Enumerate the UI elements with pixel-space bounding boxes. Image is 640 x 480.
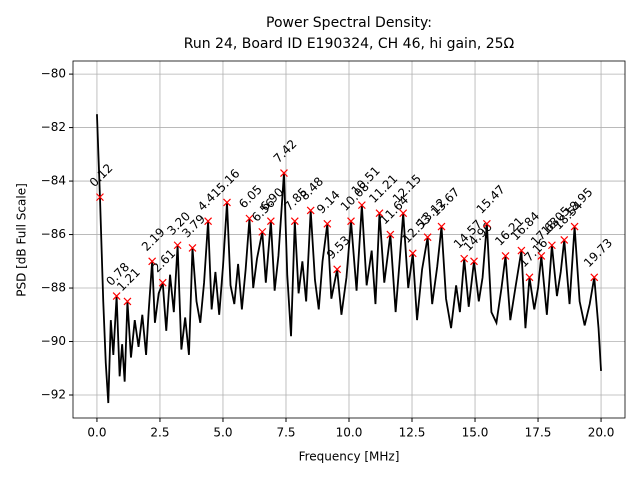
peak-label: 5.16: [214, 166, 243, 195]
peak-marker: [501, 252, 510, 260]
peak-marker: [537, 252, 546, 260]
peak-marker: [148, 257, 157, 266]
peak-marker: [590, 273, 599, 282]
peak-marker: [525, 273, 534, 282]
peak-marker: [357, 201, 366, 210]
x-tick-label: 20.0: [588, 426, 615, 440]
peak-marker: [460, 254, 469, 263]
y-axis-label: PSD [dB Full Scale]: [15, 183, 29, 297]
plot-frame: [72, 60, 626, 419]
peak-marker: [245, 214, 254, 223]
y-tick-label: −88: [41, 281, 66, 295]
peak-marker: [375, 209, 384, 218]
peak-marker: [158, 278, 167, 287]
peak-marker: [482, 219, 491, 228]
peak-marker: [386, 230, 395, 239]
peak-label: 7.42: [271, 137, 300, 166]
x-tick-label: 15.0: [462, 426, 489, 440]
peak-marker: [123, 297, 132, 306]
x-axis-label: Frequency [MHz]: [299, 450, 400, 464]
peak-marker: [188, 243, 197, 252]
peak-label: 2.19: [139, 225, 168, 254]
peak-label: 0.12: [87, 161, 116, 190]
y-tick-label: −82: [41, 120, 66, 134]
peak-marker: [204, 217, 213, 226]
y-tick-label: −86: [41, 227, 66, 241]
peak-marker: [333, 265, 342, 274]
peak-marker: [266, 217, 275, 226]
peak-label: 2.61: [149, 246, 178, 275]
peak-marker: [173, 241, 182, 250]
chart-subtitle: Run 24, Board ID E190324, CH 46, hi gain…: [184, 36, 515, 52]
x-tick-label: 10.0: [336, 426, 363, 440]
peak-marker: [560, 235, 569, 244]
x-tick-label: 7.5: [276, 426, 295, 440]
peak-marker: [306, 206, 315, 215]
peak-marker: [347, 217, 355, 226]
y-tick-label: −80: [41, 67, 66, 81]
peak-marker: [470, 257, 478, 266]
peak-label: 19.73: [581, 236, 615, 270]
peak-marker: [408, 249, 417, 258]
psd-line: [96, 114, 602, 404]
peak-marker: [437, 222, 446, 231]
y-tick-label: −84: [41, 174, 66, 188]
y-tick-label: −92: [41, 388, 66, 402]
peak-marker: [570, 222, 579, 231]
peak-marker: [258, 227, 267, 236]
peak-marker: [323, 219, 332, 228]
chart-title: Power Spectral Density:: [266, 15, 432, 31]
x-tick-label: 0.0: [87, 426, 106, 440]
peak-marker: [112, 292, 121, 300]
peak-marker: [280, 169, 288, 177]
peak-label: 15.47: [474, 182, 508, 216]
x-tick-label: 17.5: [525, 426, 552, 440]
x-tick-label: 2.5: [150, 426, 169, 440]
peak-marker: [399, 209, 408, 218]
peak-marker: [290, 217, 299, 226]
x-tick-label: 5.0: [213, 426, 232, 440]
peak-marker: [96, 193, 104, 202]
peak-marker: [423, 233, 432, 242]
peak-marker: [223, 198, 231, 207]
x-tick-label: 12.5: [399, 426, 426, 440]
peak-marker: [517, 246, 526, 255]
peak-marker: [547, 241, 556, 250]
y-tick-label: −90: [41, 334, 66, 348]
